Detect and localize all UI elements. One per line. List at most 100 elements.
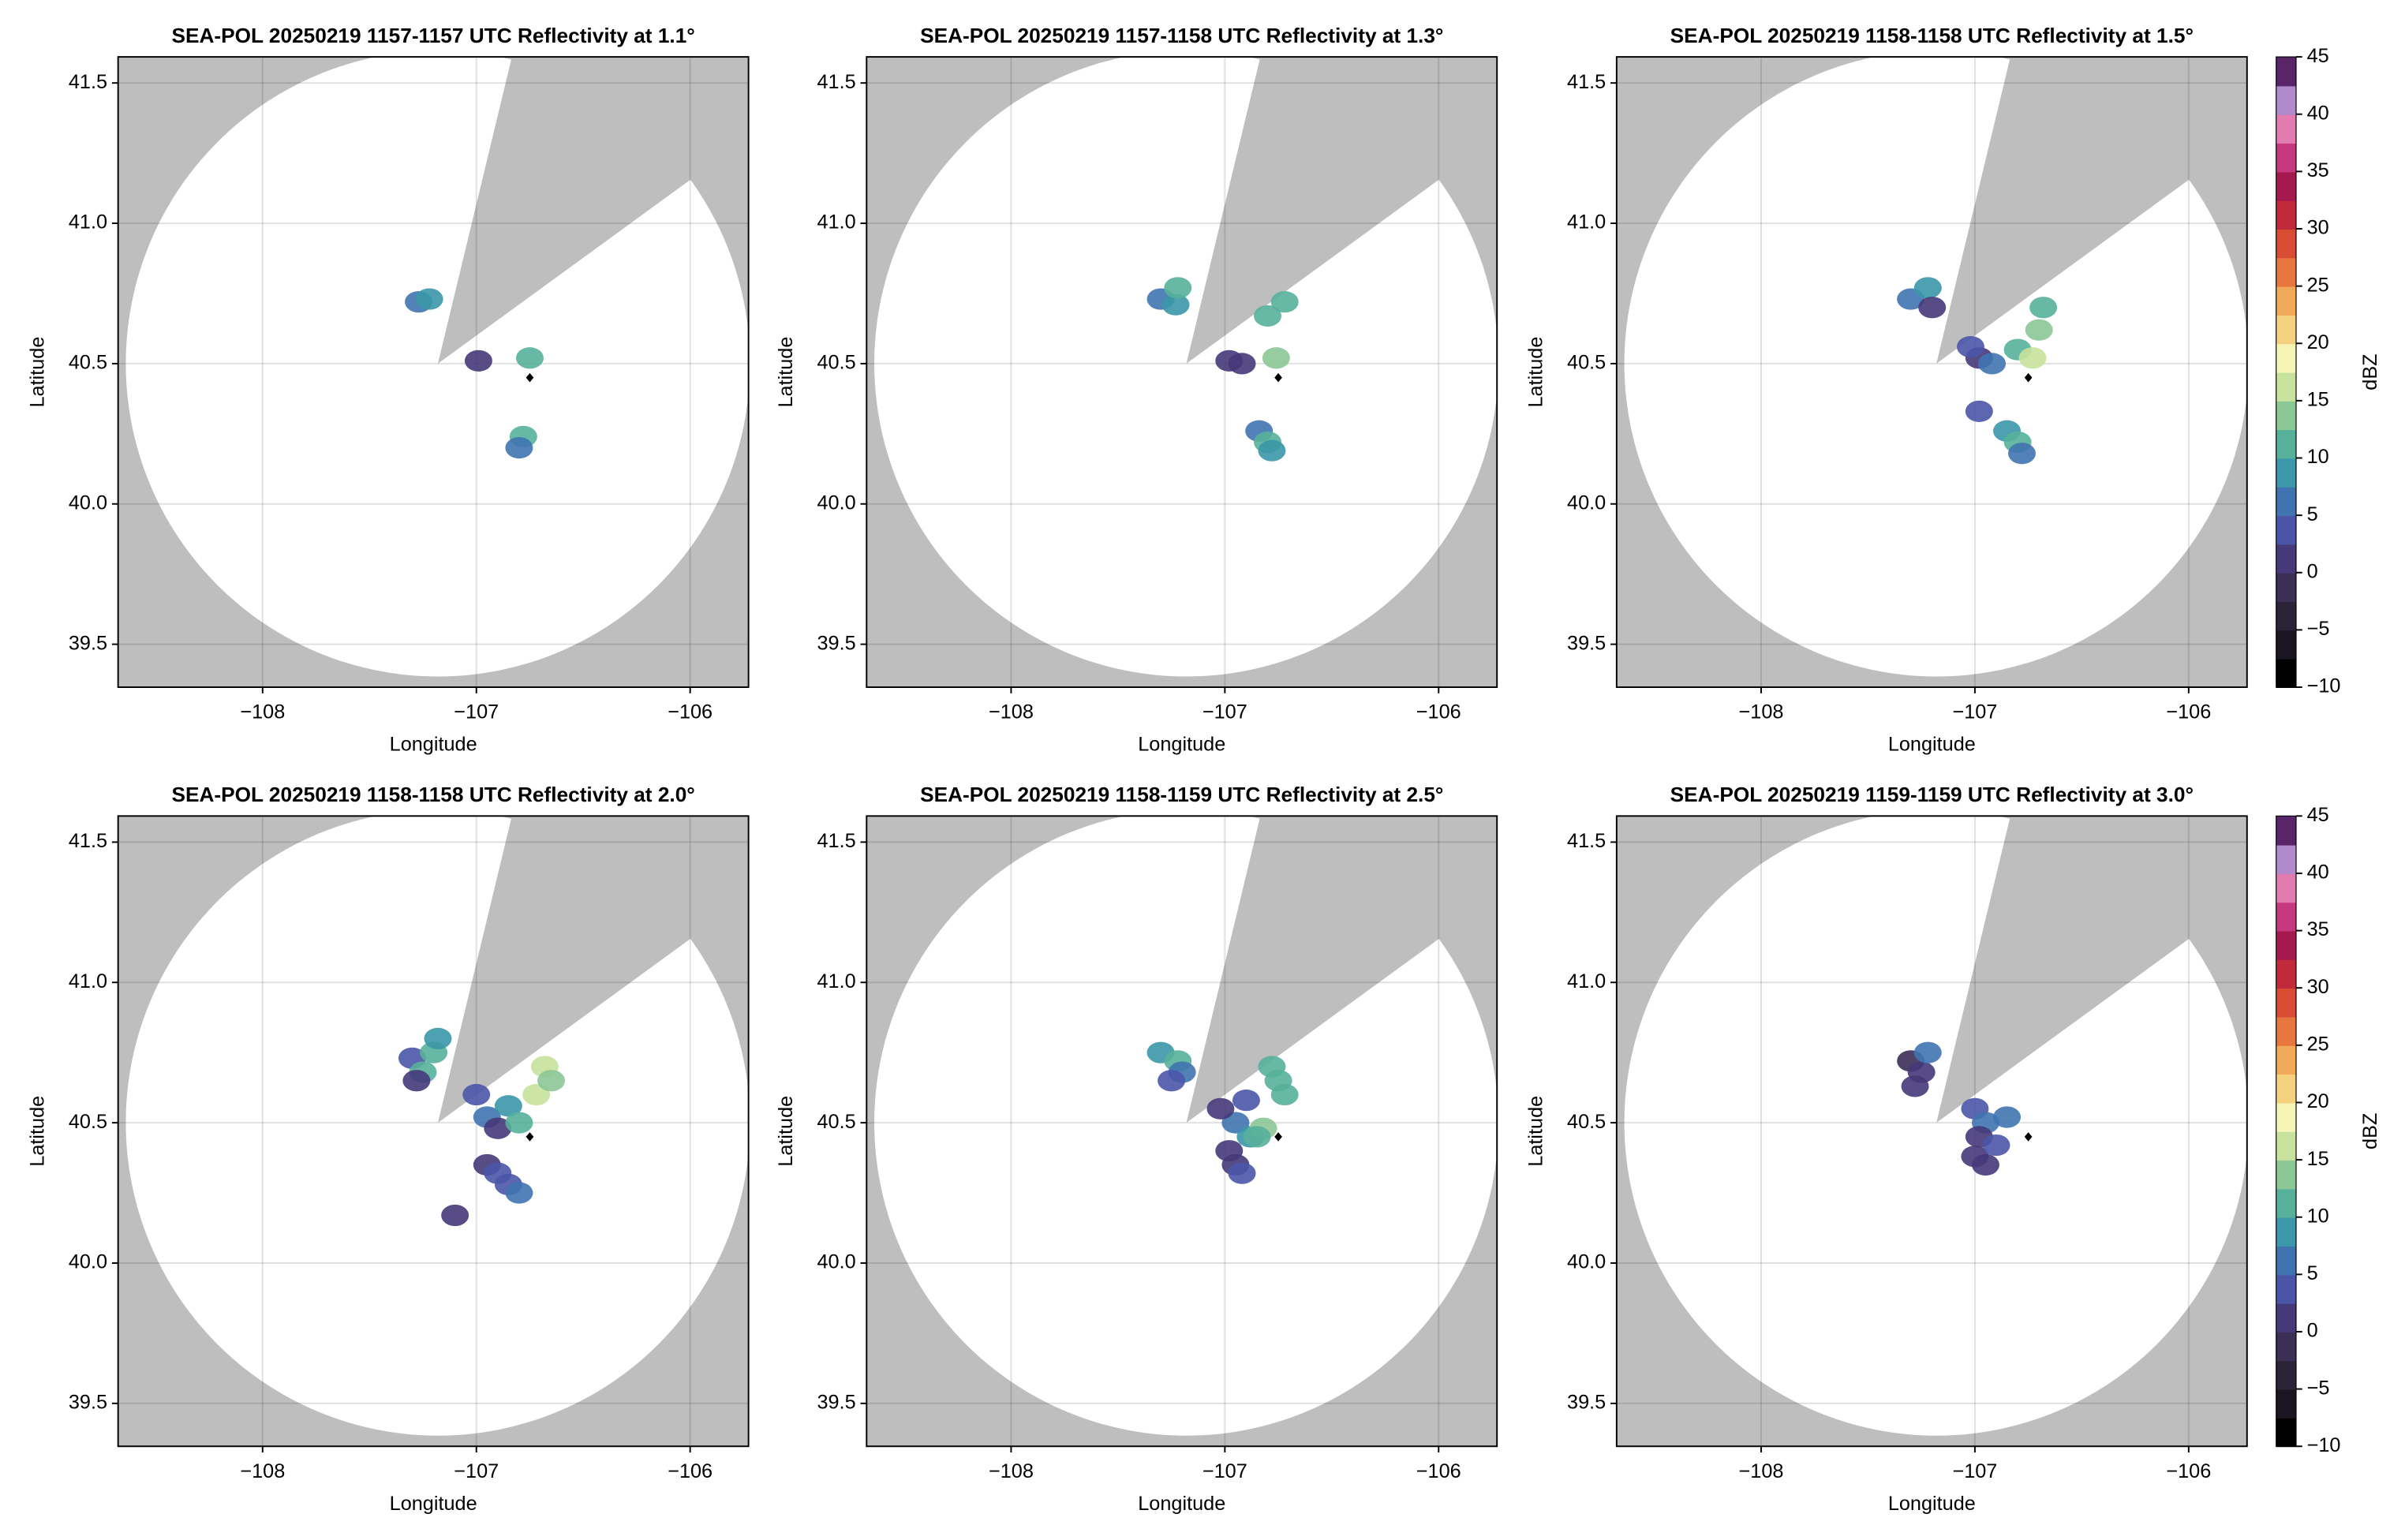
x-axis-label: Longitude [1138, 734, 1225, 756]
y-tick-label: 39.5 [1567, 632, 1606, 654]
y-tick-label: 40.0 [817, 1251, 855, 1273]
echo-cell [505, 1112, 533, 1134]
echo-cell [462, 1083, 491, 1106]
colorbar-swatch [2276, 314, 2296, 345]
colorbar-swatch [2276, 1246, 2296, 1276]
colorbar-swatch [2276, 1074, 2296, 1104]
x-tick-label: −107 [1952, 701, 1997, 723]
colorbar-tick-label: 25 [2307, 1034, 2329, 1056]
y-axis-label: Latitude [1524, 337, 1547, 408]
colorbar-tick-label: 10 [2307, 446, 2329, 468]
echo-cell [1243, 1126, 1271, 1148]
colorbar-swatch [2276, 372, 2296, 402]
chart-title: SEA-POL 20250219 1157-1157 UTC Reflectiv… [171, 24, 694, 47]
radar-marker [1274, 1132, 1282, 1142]
echo-cell [424, 1027, 452, 1050]
colorbar-swatch [2276, 429, 2296, 459]
blocked-sector [1186, 816, 1452, 1123]
colorbar-swatch [2276, 1188, 2296, 1218]
y-axis-label: Latitude [26, 1096, 48, 1167]
colorbar-swatch [2276, 630, 2296, 660]
x-tick-label: −106 [1416, 1460, 1461, 1482]
plot-frame [1615, 56, 2248, 689]
echo-cell [1254, 305, 1282, 327]
plot-frame [866, 815, 1498, 1448]
colorbar-swatch [2276, 143, 2296, 173]
x-tick-label: −108 [240, 701, 285, 723]
chart-title: SEA-POL 20250219 1158-1158 UTC Reflectiv… [1670, 24, 2194, 47]
chart-title: SEA-POL 20250219 1158-1158 UTC Reflectiv… [171, 783, 694, 806]
echo-cell [1270, 1083, 1299, 1106]
panel: −108 −107 −106 39.5 40.0 40.5 41.0 41.5 SEA-POL … [775, 783, 1498, 1515]
y-tick-label: 39.5 [69, 632, 107, 654]
plot-frame [117, 815, 750, 1448]
blocked-sector [437, 57, 703, 364]
y-tick-label: 40.5 [817, 1111, 855, 1133]
y-tick-label: 41.0 [1567, 970, 1606, 992]
colorbar-tick-label: 25 [2307, 274, 2329, 296]
panel: −108 −107 −106 39.5 40.0 40.5 41.0 41.5 SEA-POL … [26, 24, 750, 756]
y-tick-label: 39.5 [817, 1391, 855, 1413]
echo-cell [1978, 353, 2007, 375]
echo-cell [2008, 443, 2036, 465]
echo-cell [2029, 297, 2058, 319]
colorbar-tick-label: 0 [2307, 560, 2318, 582]
colorbar-swatch [2276, 171, 2296, 201]
y-tick-label: 41.5 [69, 830, 107, 852]
x-tick-label: −108 [989, 1460, 1034, 1482]
echo-cell [484, 1117, 512, 1139]
echo-cell [1228, 1162, 1256, 1184]
echo-cell [505, 1182, 533, 1204]
x-tick-label: −107 [1202, 1460, 1247, 1482]
colorbar-swatch [2276, 85, 2296, 115]
echo-cell [415, 288, 443, 310]
echo-cell [1956, 335, 1984, 358]
echo-cell [1258, 439, 1286, 462]
echo-cell [537, 1070, 566, 1092]
x-axis-label: Longitude [1138, 1493, 1225, 1515]
echo-cell [1228, 353, 1256, 375]
colorbar-tick-label: 35 [2307, 159, 2329, 181]
x-tick-label: −106 [2166, 1460, 2211, 1482]
colorbar-swatch [2276, 200, 2296, 230]
colorbar-swatch [2276, 458, 2296, 488]
x-tick-label: −107 [454, 701, 499, 723]
plot-frame [117, 56, 750, 689]
y-tick-label: 40.5 [69, 1111, 107, 1133]
colorbar-tick-label: −10 [2307, 675, 2341, 697]
echo-cell [1913, 277, 1942, 299]
colorbar-swatch [2276, 658, 2296, 689]
colorbar-tick-label: 45 [2307, 45, 2329, 67]
panel: −108 −107 −106 39.5 40.0 40.5 41.0 41.5 SEA-POL … [1524, 24, 2381, 756]
x-tick-label: −107 [1202, 701, 1247, 723]
plot-area [118, 57, 749, 688]
plot-area [1616, 816, 2247, 1447]
plot-area [118, 816, 749, 1447]
colorbar-swatch [2276, 873, 2296, 903]
echo-cell [1164, 277, 1192, 299]
colorbar-swatch [2276, 572, 2296, 603]
y-tick-label: 40.5 [1567, 352, 1606, 374]
echo-cell [441, 1204, 469, 1227]
colorbar-tick-label: 10 [2307, 1205, 2329, 1227]
x-axis-label: Longitude [390, 734, 477, 756]
x-axis-label: Longitude [1888, 1493, 1976, 1515]
chart-title: SEA-POL 20250219 1157-1158 UTC Reflectiv… [920, 24, 1443, 47]
colorbar-label: dBZ [2359, 353, 2381, 390]
chart-title: SEA-POL 20250219 1159-1159 UTC Reflectiv… [1670, 783, 2194, 806]
echo-cell [505, 436, 533, 459]
colorbar-tick-label: 20 [2307, 331, 2329, 353]
echo-cell [1918, 297, 1947, 319]
colorbar-swatch [2276, 228, 2296, 259]
y-tick-label: 41.0 [817, 970, 855, 992]
plot-area [866, 57, 1498, 688]
x-tick-label: −108 [1739, 701, 1784, 723]
colorbar-tick-label: 45 [2307, 804, 2329, 826]
colorbar-swatch [2276, 1160, 2296, 1190]
colorbar-swatch [2276, 515, 2296, 545]
colorbar-frame [2276, 815, 2297, 1447]
echo-cell [1982, 1134, 2010, 1157]
y-tick-label: 41.5 [817, 830, 855, 852]
y-axis-label: Latitude [775, 337, 797, 408]
